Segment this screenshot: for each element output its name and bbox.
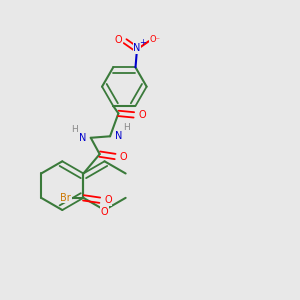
Text: N: N (115, 131, 123, 141)
Text: N: N (133, 43, 141, 53)
Text: O: O (138, 110, 146, 120)
Text: O: O (101, 206, 108, 217)
Text: N: N (79, 133, 86, 143)
Text: +: + (139, 38, 146, 46)
Text: H: H (71, 125, 78, 134)
Text: O⁻: O⁻ (150, 35, 161, 44)
Text: O: O (120, 152, 127, 161)
Text: H: H (123, 124, 130, 133)
Text: O: O (115, 35, 122, 45)
Text: O: O (104, 195, 112, 205)
Text: Br: Br (60, 193, 71, 203)
